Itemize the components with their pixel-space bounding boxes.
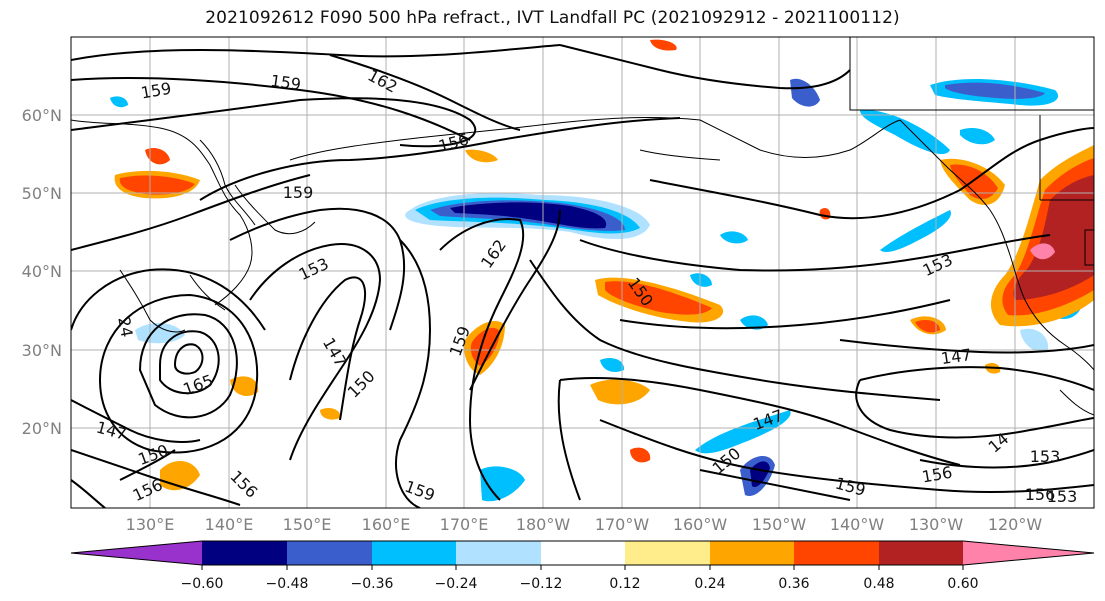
lon-tick-label: 140°E bbox=[205, 515, 254, 534]
map-field: 159 159 162 156 159 153 162 147 150 159 … bbox=[71, 37, 1094, 508]
lon-tick-label: 150°E bbox=[283, 515, 332, 534]
colorbar-tick-label: 0.60 bbox=[947, 576, 978, 592]
contour-label: 147 bbox=[940, 345, 973, 368]
contour-label: 24 bbox=[114, 315, 136, 338]
lon-tick-label: 150°W bbox=[752, 515, 807, 534]
contour-label: 159 bbox=[269, 71, 302, 94]
colorbar-segment bbox=[794, 541, 879, 565]
colorbar-segment bbox=[625, 541, 710, 565]
lon-tick-label: 120°W bbox=[988, 515, 1043, 534]
longitude-axis: 130°E 140°E 150°E 160°E 170°E 180°W 170°… bbox=[126, 515, 1043, 534]
colorbar-tick-label: −0.12 bbox=[520, 576, 563, 592]
lon-tick-label: 130°W bbox=[909, 515, 964, 534]
lon-tick-label: 170°W bbox=[595, 515, 650, 534]
map-frame bbox=[70, 36, 1095, 509]
colorbar-tick-label: 0.24 bbox=[694, 576, 725, 592]
lon-tick-label: 180°W bbox=[516, 515, 571, 534]
colorbar-segment bbox=[287, 541, 372, 565]
lon-tick-label: 160°W bbox=[673, 515, 728, 534]
colorbar-segment bbox=[963, 541, 1094, 565]
lat-tick-label: 50°N bbox=[22, 184, 62, 203]
colorbar-tick-label: 0.48 bbox=[863, 576, 894, 592]
colorbar-segment bbox=[372, 541, 456, 565]
lat-tick-label: 20°N bbox=[22, 419, 62, 438]
geopotential-contours bbox=[71, 44, 1094, 508]
colorbar: −0.60 −0.48 −0.36 −0.24 −0.12 0.12 0.24 … bbox=[70, 540, 1095, 592]
colorbar-tick-label: −0.36 bbox=[351, 576, 394, 592]
lat-tick-label: 30°N bbox=[22, 341, 62, 360]
map-title: 2021092612 F090 500 hPa refract., IVT La… bbox=[205, 8, 900, 28]
lon-tick-label: 170°E bbox=[440, 515, 489, 534]
colorbar-segment bbox=[710, 541, 794, 565]
lon-tick-label: 130°E bbox=[126, 515, 175, 534]
colorbar-segment bbox=[879, 541, 963, 565]
coastlines bbox=[71, 37, 1094, 416]
lat-tick-label: 60°N bbox=[22, 106, 62, 125]
lon-tick-label: 160°E bbox=[362, 515, 411, 534]
contour-label: 153 bbox=[1030, 447, 1061, 466]
colorbar-segment bbox=[202, 541, 287, 565]
colorbar-tick-label: −0.60 bbox=[181, 576, 224, 592]
contour-label: 153 bbox=[1047, 487, 1078, 506]
contour-label: 156 bbox=[1025, 485, 1056, 504]
colorbar-segment bbox=[71, 541, 202, 565]
lat-tick-label: 40°N bbox=[22, 262, 62, 281]
contour-label: 159 bbox=[283, 183, 314, 202]
colorbar-segment bbox=[456, 541, 541, 565]
colorbar-tick-label: −0.48 bbox=[266, 576, 309, 592]
lon-tick-label: 140°W bbox=[830, 515, 885, 534]
colorbar-tick-label: −0.24 bbox=[435, 576, 478, 592]
colorbar-tick-label: 0.12 bbox=[609, 576, 640, 592]
latitude-axis: 60°N 50°N 40°N 30°N 20°N bbox=[22, 106, 62, 438]
colorbar-tick-label: 0.36 bbox=[778, 576, 809, 592]
colorbar-segment bbox=[541, 541, 625, 565]
